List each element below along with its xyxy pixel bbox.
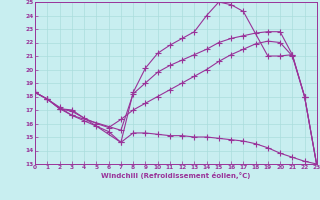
X-axis label: Windchill (Refroidissement éolien,°C): Windchill (Refroidissement éolien,°C) [101, 172, 251, 179]
